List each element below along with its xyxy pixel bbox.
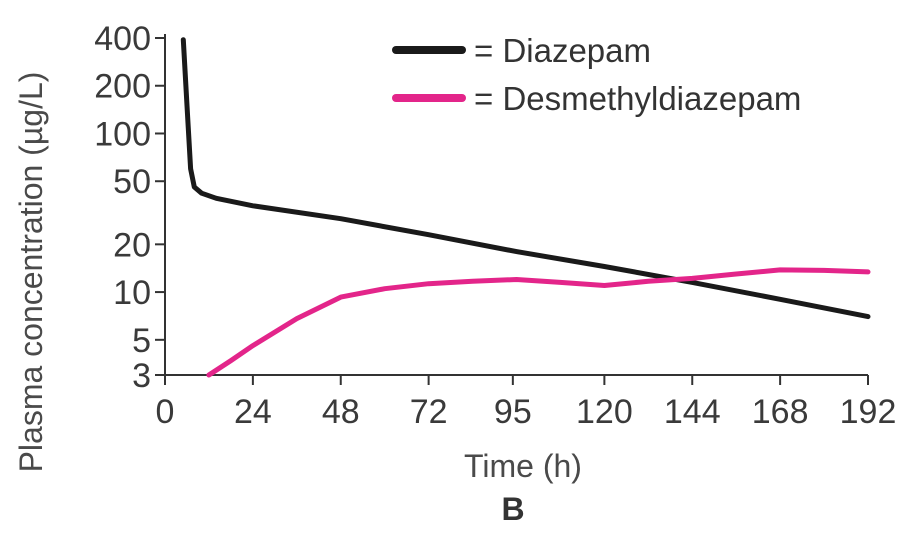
x-tick-label: 72: [410, 393, 448, 431]
y-tick-label: 20: [113, 226, 151, 264]
x-tick-label: 24: [234, 393, 272, 431]
legend-label-desmethyldiazepam: = Desmethyldiazepam: [474, 80, 801, 117]
y-tick-label: 10: [113, 274, 151, 312]
x-tick-label: 95: [494, 393, 532, 431]
x-tick-label: 120: [576, 393, 633, 431]
legend-label-diazepam: = Diazepam: [474, 32, 651, 69]
panel-label: B: [501, 491, 524, 527]
x-tick-label: 0: [156, 393, 175, 431]
y-tick-label: 5: [132, 322, 151, 360]
series-lines: [180, 37, 871, 378]
y-axis-title: Plasma concentration (µg/L): [13, 72, 49, 473]
y-tick-label: 50: [113, 163, 151, 201]
x-tick-label: 192: [840, 393, 897, 431]
y-tick-label: 400: [94, 20, 151, 58]
x-tick-label: 168: [752, 393, 809, 431]
axes: [164, 34, 868, 376]
x-tick-label: 48: [322, 393, 360, 431]
series-line-desmethyldiazepam: [206, 267, 871, 378]
x-axis-title: Time (h): [464, 448, 582, 484]
x-tick-label: 144: [664, 393, 721, 431]
y-tick-label: 200: [94, 68, 151, 106]
legend: = Diazepam = Desmethyldiazepam: [392, 32, 801, 117]
y-tick-label: 100: [94, 115, 151, 153]
y-tick-label: 3: [132, 357, 151, 395]
tick-marks: 35 10 20 50 100 200 400 0 24 48 72 95 120 144 168 192: [94, 20, 896, 431]
